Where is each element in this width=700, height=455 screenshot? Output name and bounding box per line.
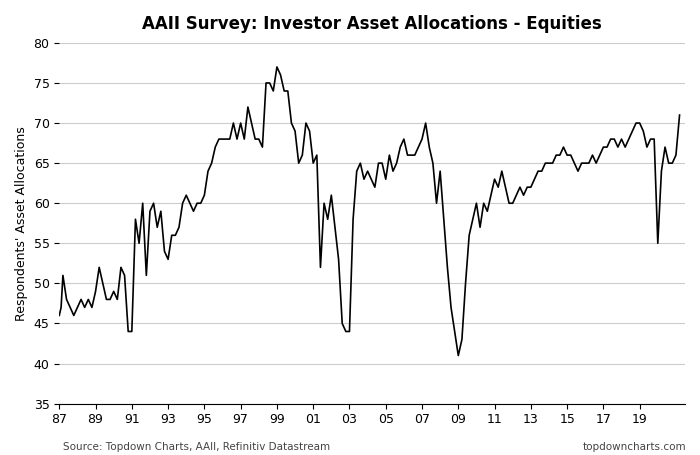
Text: topdowncharts.com: topdowncharts.com (582, 442, 686, 452)
Title: AAII Survey: Investor Asset Allocations - Equities: AAII Survey: Investor Asset Allocations … (142, 15, 602, 33)
Text: Source: Topdown Charts, AAll, Refinitiv Datastream: Source: Topdown Charts, AAll, Refinitiv … (63, 442, 330, 452)
Y-axis label: Respondents' Asset Allocations: Respondents' Asset Allocations (15, 126, 28, 321)
